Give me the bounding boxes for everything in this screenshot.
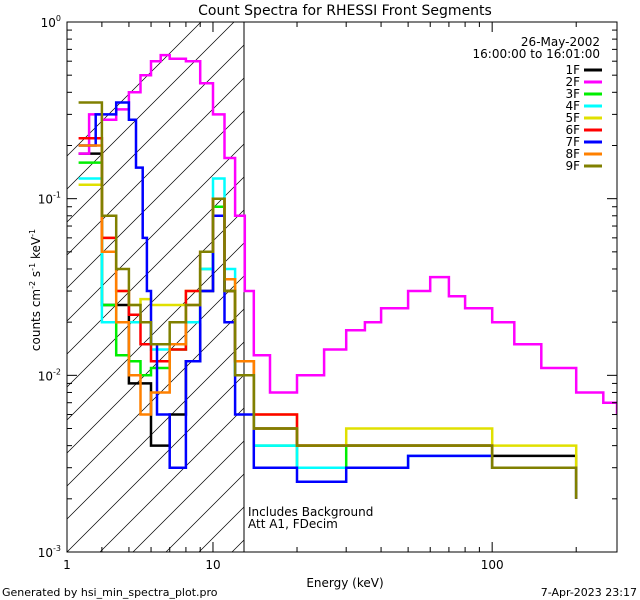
hatch-line xyxy=(67,275,244,454)
x-axis: 1 10 100 xyxy=(63,22,577,572)
series-line-9F xyxy=(78,101,578,499)
y-label-exp: -1 xyxy=(28,229,37,237)
hatch-line xyxy=(397,22,640,552)
hatch-line xyxy=(67,77,244,256)
hatch-line xyxy=(67,143,244,322)
hatch-line xyxy=(529,22,640,552)
legend-label: 2F xyxy=(565,75,580,89)
note-background: Includes Background xyxy=(248,505,373,519)
y-tick-label: 10-1 xyxy=(38,191,61,207)
legend-label: 3F xyxy=(565,87,580,101)
legend-label: 7F xyxy=(565,135,580,149)
legend-label: 1F xyxy=(565,63,580,77)
legend-label: 4F xyxy=(565,99,580,113)
hatch-line xyxy=(265,22,640,552)
series-layer xyxy=(78,53,617,499)
hatch-line xyxy=(331,22,640,552)
x-tick-label: 1 xyxy=(63,558,71,572)
series-line-3F xyxy=(78,161,578,499)
legend-label: 9F xyxy=(565,159,580,173)
hatch-line xyxy=(67,44,244,223)
series-line-8F xyxy=(78,144,578,482)
series-line-1F xyxy=(78,152,578,499)
series-line-5F xyxy=(78,183,578,499)
y-tick-label: 10-3 xyxy=(38,544,61,560)
x-axis-label: Energy (keV) xyxy=(306,576,383,590)
hatch-line xyxy=(67,242,244,421)
y-label-exp: -2 xyxy=(28,281,37,289)
hatch-line xyxy=(628,22,640,552)
hatch-line xyxy=(99,407,244,552)
plot-frame xyxy=(66,21,618,553)
y-axis: 100 10-1 10-2 10-3 xyxy=(38,14,617,560)
hatch-line xyxy=(67,22,202,157)
legend-label: 5F xyxy=(565,111,580,125)
hatch-line xyxy=(463,22,640,552)
footer-generator: Generated by hsi_min_spectra_plot.pro xyxy=(2,586,218,599)
series-line-7F xyxy=(78,101,578,499)
chart-title: Count Spectra for RHESSI Front Segments xyxy=(198,3,492,19)
header-time: 16:00:00 to 16:01:00 xyxy=(473,47,600,61)
header-date: 26-May-2002 xyxy=(521,35,600,49)
footer-timestamp: 7-Apr-2023 23:17 xyxy=(541,586,637,599)
hatch-line xyxy=(67,176,244,355)
hatch-line xyxy=(132,440,244,552)
hatch-line xyxy=(67,308,244,487)
legend-label: 8F xyxy=(565,147,580,161)
x-tick-label: 10 xyxy=(205,558,220,572)
hatch-line xyxy=(364,22,640,552)
hatch-line xyxy=(67,374,244,552)
series-line-2F xyxy=(78,53,617,415)
y-tick-label: 10-2 xyxy=(38,367,61,383)
y-label-part: s xyxy=(29,271,43,281)
hatch-line xyxy=(67,110,244,289)
y-tick-label: 100 xyxy=(41,14,61,30)
hatch-line xyxy=(67,209,244,388)
y-axis-label: counts cm-2 s-1 keV-1 xyxy=(28,229,43,351)
y-label-exp: -1 xyxy=(28,263,37,271)
y-label-part: counts cm xyxy=(29,289,43,351)
x-tick-label: 100 xyxy=(481,558,504,572)
hatch-line xyxy=(67,341,244,520)
hatch-line xyxy=(298,22,640,552)
note-attenuator: Att A1, FDecim xyxy=(248,517,338,531)
y-label-part: keV xyxy=(29,236,43,263)
hatch-line xyxy=(67,22,235,190)
legend-label: 6F xyxy=(565,123,580,137)
series-line-4F xyxy=(78,177,578,499)
hatch-line xyxy=(430,22,640,552)
